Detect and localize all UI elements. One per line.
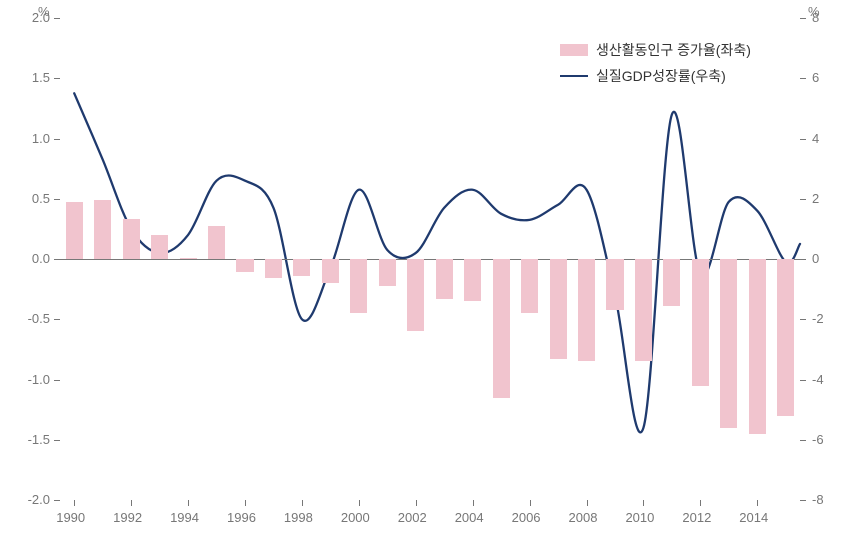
right-tick-mark [800,139,806,140]
left-tick-mark [54,78,60,79]
right-tick-label: -4 [812,372,824,387]
bar [663,259,680,306]
right-tick-mark [800,500,806,501]
left-tick-label: 0.5 [32,191,50,206]
x-tick-mark [359,500,360,506]
x-tick-mark [302,500,303,506]
x-tick-mark [188,500,189,506]
bar [749,259,766,434]
left-tick-label: -1.5 [28,432,50,447]
x-tick-label: 2000 [341,510,370,525]
left-tick-mark [54,199,60,200]
left-tick-label: -0.5 [28,311,50,326]
x-tick-label: 2010 [625,510,654,525]
left-tick-label: 2.0 [32,10,50,25]
x-tick-label: 2004 [455,510,484,525]
right-tick-mark [800,319,806,320]
bar [777,259,794,416]
left-tick-label: -2.0 [28,492,50,507]
bar [578,259,595,361]
bar [66,202,83,259]
left-tick-label: 1.5 [32,70,50,85]
bar [236,259,253,272]
bar [407,259,424,331]
bar [550,259,567,359]
bar [350,259,367,313]
bar [606,259,623,310]
bar [208,226,225,259]
right-tick-mark [800,199,806,200]
x-tick-label: 1990 [56,510,85,525]
x-tick-label: 2008 [569,510,598,525]
bar [123,219,140,259]
left-tick-mark [54,500,60,501]
right-tick-label: -6 [812,432,824,447]
x-tick-mark [643,500,644,506]
chart-container: 생산활동인구 증가율(좌축)실질GDP성장률(우축) %%-2.0-1.5-1.… [0,0,860,541]
bar [493,259,510,398]
left-tick-mark [54,18,60,19]
bar [436,259,453,299]
right-tick-mark [800,440,806,441]
left-tick-label: 0.0 [32,251,50,266]
zero-line [60,259,800,260]
legend-swatch-line-icon [560,75,588,77]
x-tick-label: 2002 [398,510,427,525]
bar [692,259,709,386]
right-tick-mark [800,78,806,79]
x-tick-mark [587,500,588,506]
bar [151,235,168,259]
x-tick-label: 1992 [113,510,142,525]
legend-item: 생산활동인구 증가율(좌축) [560,40,751,60]
x-tick-label: 1996 [227,510,256,525]
right-tick-mark [800,380,806,381]
right-tick-label: -2 [812,311,824,326]
left-tick-label: -1.0 [28,372,50,387]
bar [265,259,282,278]
legend-label: 실질GDP성장률(우축) [596,66,726,86]
right-tick-label: 0 [812,251,819,266]
bar [94,200,111,259]
left-tick-mark [54,440,60,441]
x-tick-label: 2014 [739,510,768,525]
left-tick-mark [54,139,60,140]
x-tick-mark [473,500,474,506]
legend-item: 실질GDP성장률(우축) [560,66,751,86]
x-tick-label: 2006 [512,510,541,525]
x-tick-mark [700,500,701,506]
x-tick-mark [757,500,758,506]
right-tick-label: 6 [812,70,819,85]
x-tick-label: 2012 [682,510,711,525]
right-tick-label: 8 [812,10,819,25]
x-tick-label: 1998 [284,510,313,525]
x-tick-mark [416,500,417,506]
right-tick-mark [800,259,806,260]
x-tick-mark [245,500,246,506]
bar [180,258,197,259]
right-tick-label: -8 [812,492,824,507]
right-tick-mark [800,18,806,19]
x-tick-mark [131,500,132,506]
bar [293,259,310,276]
x-tick-label: 1994 [170,510,199,525]
legend: 생산활동인구 증가율(좌축) 실질GDP성장률(우축) [560,40,751,92]
x-tick-mark [74,500,75,506]
left-tick-label: 1.0 [32,131,50,146]
right-tick-label: 4 [812,131,819,146]
x-tick-mark [530,500,531,506]
left-tick-mark [54,319,60,320]
legend-label: 생산활동인구 증가율(좌축) [596,40,751,60]
bar [521,259,538,313]
bar [322,259,339,283]
bar [635,259,652,361]
bar [464,259,481,301]
right-tick-label: 2 [812,191,819,206]
bar [720,259,737,428]
bar [379,259,396,286]
legend-swatch-bar-icon [560,44,588,56]
left-tick-mark [54,380,60,381]
